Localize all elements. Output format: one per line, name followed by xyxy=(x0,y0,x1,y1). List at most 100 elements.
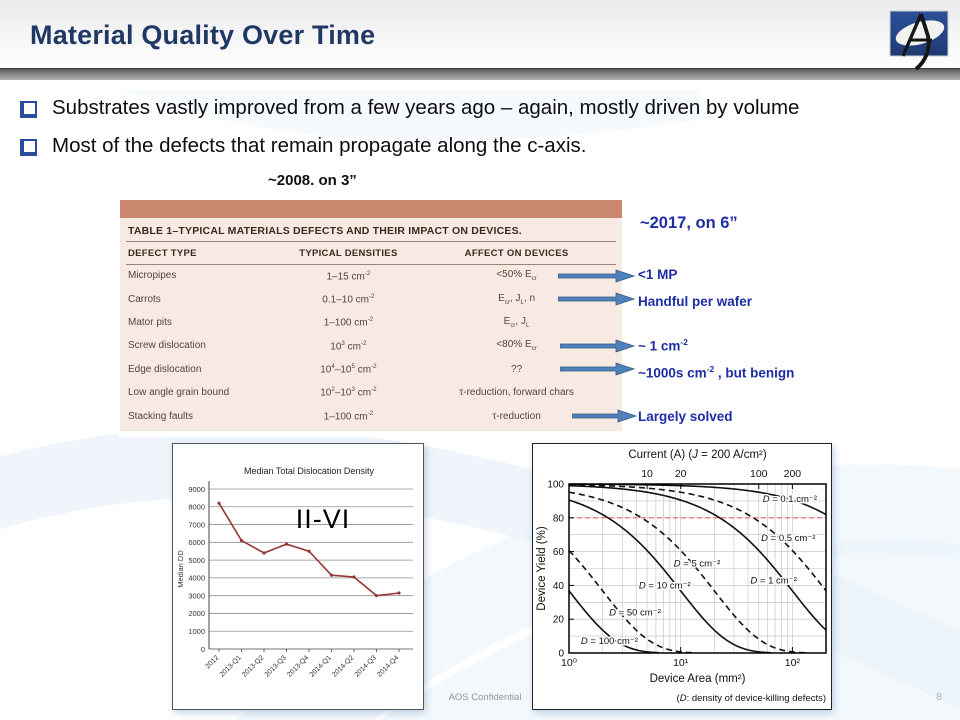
y-tick-label: 80 xyxy=(553,513,565,524)
table-row: Screw dislocation 103 cm-2 <80% Ecr xyxy=(120,334,622,357)
ii-vi-annotation: II-VI xyxy=(296,504,351,534)
bullet-item-1: Substrates vastly improved from a few ye… xyxy=(20,95,799,121)
table-row: Low angle grain bound 102–103 cm-2 τ-reduc… xyxy=(120,381,622,404)
table-header-band xyxy=(120,200,622,218)
right-arrow-icon xyxy=(560,339,636,353)
density-cell: 104–105 cm-2 xyxy=(320,363,377,376)
top-tick-label: 100 xyxy=(750,468,768,480)
annotation-2017: Largely solved xyxy=(638,409,733,425)
right-arrow-icon xyxy=(560,362,636,376)
yield-curve xyxy=(568,484,827,631)
trend-line xyxy=(218,502,400,597)
y-tick-label: 100 xyxy=(547,480,564,491)
top-tick-label: 10 xyxy=(641,468,653,480)
x-tick-label: 2013-Q2 xyxy=(241,654,265,678)
y-tick-label: 5000 xyxy=(188,556,205,565)
curve-label: D = 1 cm⁻² xyxy=(750,575,796,586)
y-tick-label: 9000 xyxy=(188,485,205,494)
yield-curve xyxy=(568,549,693,654)
density-cell: 0.1–10 cm-2 xyxy=(322,292,375,306)
y-tick-label: 60 xyxy=(553,547,565,558)
annotation-2017: ~ 1 cm-2 xyxy=(638,336,688,354)
table-row: Stacking faults 1–100 cm-2 τ-reduction xyxy=(120,404,622,427)
curve-label: D = 50 cm⁻² xyxy=(609,607,661,618)
right-arrow-icon xyxy=(558,269,636,283)
affect-cell: Ecr, JL xyxy=(503,315,530,329)
header-band xyxy=(0,0,960,68)
bullet-text-2: Most of the defects that remain propagat… xyxy=(52,134,587,157)
density-cell: 103 cm-2 xyxy=(330,339,367,353)
defect-type-cell: Mator pits xyxy=(128,316,172,328)
y-tick-label: 0 xyxy=(201,645,205,654)
page-number: 8 xyxy=(936,691,942,703)
chart-caption: (D: density of device-killing defects) xyxy=(677,693,826,704)
x-tick-label: 10² xyxy=(785,657,801,669)
table-row: Edge dislocation 104–105 cm-2?? xyxy=(120,358,622,381)
x-tick-label: 2014-Q4 xyxy=(376,654,400,678)
y-tick-label: 40 xyxy=(553,581,565,592)
y-tick-label: 20 xyxy=(553,615,565,626)
annotation-2017: ~1000s cm-2 , but benign xyxy=(638,364,795,381)
device-yield-chart-svg: D = 0.1 cm⁻² D = 0.5 cm⁻² D = 1 cm⁻² D = 5 … xyxy=(536,449,827,704)
right-arrow-icon xyxy=(558,292,636,306)
x-tick-label: 2013-Q1 xyxy=(219,654,243,678)
affect-cell: Ecr, JL, n xyxy=(498,292,536,306)
chart1-title: Median Total Dislocation Density xyxy=(244,466,374,476)
top-tick-label: 20 xyxy=(675,468,687,480)
page-title: Material Quality Over Time xyxy=(30,20,376,50)
y-tick-label: 3000 xyxy=(188,591,205,600)
header-divider-bar xyxy=(0,68,960,80)
y-tick-label: 2000 xyxy=(188,609,205,618)
defect-type-cell: Screw dislocation xyxy=(128,340,206,352)
table-rule xyxy=(126,241,616,242)
yield-curve xyxy=(568,491,806,654)
y-tick-label: 6000 xyxy=(188,538,205,547)
label-2008-on-3in: ~2008, on 3” xyxy=(268,172,357,189)
x-tick-label: 2014-Q3 xyxy=(354,654,378,678)
x-tick-label: 2013-Q3 xyxy=(264,654,288,678)
table-rows: Micropipes 1–15 cm-2 <50% Ecr Carrots 0.1–10… xyxy=(120,264,622,428)
x-tick-label: 2014-Q1 xyxy=(309,654,333,678)
affect-cell: <80% Ecr xyxy=(496,339,537,353)
table-row: Micropipes 1–15 cm-2 <50% Ecr xyxy=(120,264,622,287)
annotation-2017: Handful per wafer xyxy=(638,294,753,310)
right-arrow-icon xyxy=(572,409,638,423)
square-bullet-icon xyxy=(20,139,37,156)
density-cell: 1–100 cm-2 xyxy=(323,316,374,329)
x-tick-label: 2014-Q2 xyxy=(331,654,355,678)
density-cell: 1–100 cm-2 xyxy=(323,409,374,423)
bullet-text-1: Substrates vastly improved from a few ye… xyxy=(52,96,800,119)
top-axis-title: Current (A) (J = 200 A/cm²) xyxy=(628,449,767,461)
x-axis-label: Device Area (mm²) xyxy=(650,673,746,685)
y-tick-label: 4000 xyxy=(188,574,205,583)
curve-label: D = 0.5 cm⁻² xyxy=(761,533,815,544)
table-row: Mator pits 1–100 cm-2 Ecr, JL xyxy=(120,311,622,334)
yield-curve xyxy=(568,499,772,654)
device-yield-chart: D = 0.1 cm⁻² D = 0.5 cm⁻² D = 1 cm⁻² D = 5 … xyxy=(532,443,832,710)
affect-cell: τ-reduction, forward chars xyxy=(459,387,574,399)
curve-label: D = 0.1 cm⁻² xyxy=(763,494,817,505)
x-tick-label: 2013-Q4 xyxy=(286,654,310,678)
curve-label: D = 100 cm⁻² xyxy=(581,636,638,647)
x-tick-label: 10¹ xyxy=(673,657,689,669)
x-tick-label: 2012 xyxy=(204,654,220,670)
confidential-footer: AOS Confidential xyxy=(448,692,522,703)
table-row: Carrots 0.1–10 cm-2 Ecr, JL, n xyxy=(120,287,622,310)
table-column-headers: DEFECT TYPE TYPICAL DENSITIES AFFECT ON DE… xyxy=(120,243,622,263)
density-cell: 102–103 cm-2 xyxy=(320,386,377,399)
aos-logo-icon xyxy=(889,10,949,70)
column-header: DEFECT TYPE xyxy=(128,247,197,259)
table-rule xyxy=(126,264,616,265)
defect-type-cell: Low angle grain bound xyxy=(128,387,230,399)
affect-cell: <50% Ecr xyxy=(496,269,537,283)
defect-type-cell: Micropipes xyxy=(128,270,177,282)
curve-label: D = 5 cm⁻² xyxy=(674,558,720,569)
yield-curve xyxy=(568,484,827,592)
table-title: TABLE 1–TYPICAL MATERIALS DEFECTS AND TH… xyxy=(128,225,522,237)
y-tick-label: 8000 xyxy=(188,503,205,512)
x-tick-label: 10⁰ xyxy=(561,657,578,669)
defect-type-cell: Stacking faults xyxy=(128,410,194,422)
defect-table-panel: TABLE 1–TYPICAL MATERIALS DEFECTS AND TH… xyxy=(118,185,628,437)
annotation-2017: <1 MP xyxy=(638,266,678,282)
